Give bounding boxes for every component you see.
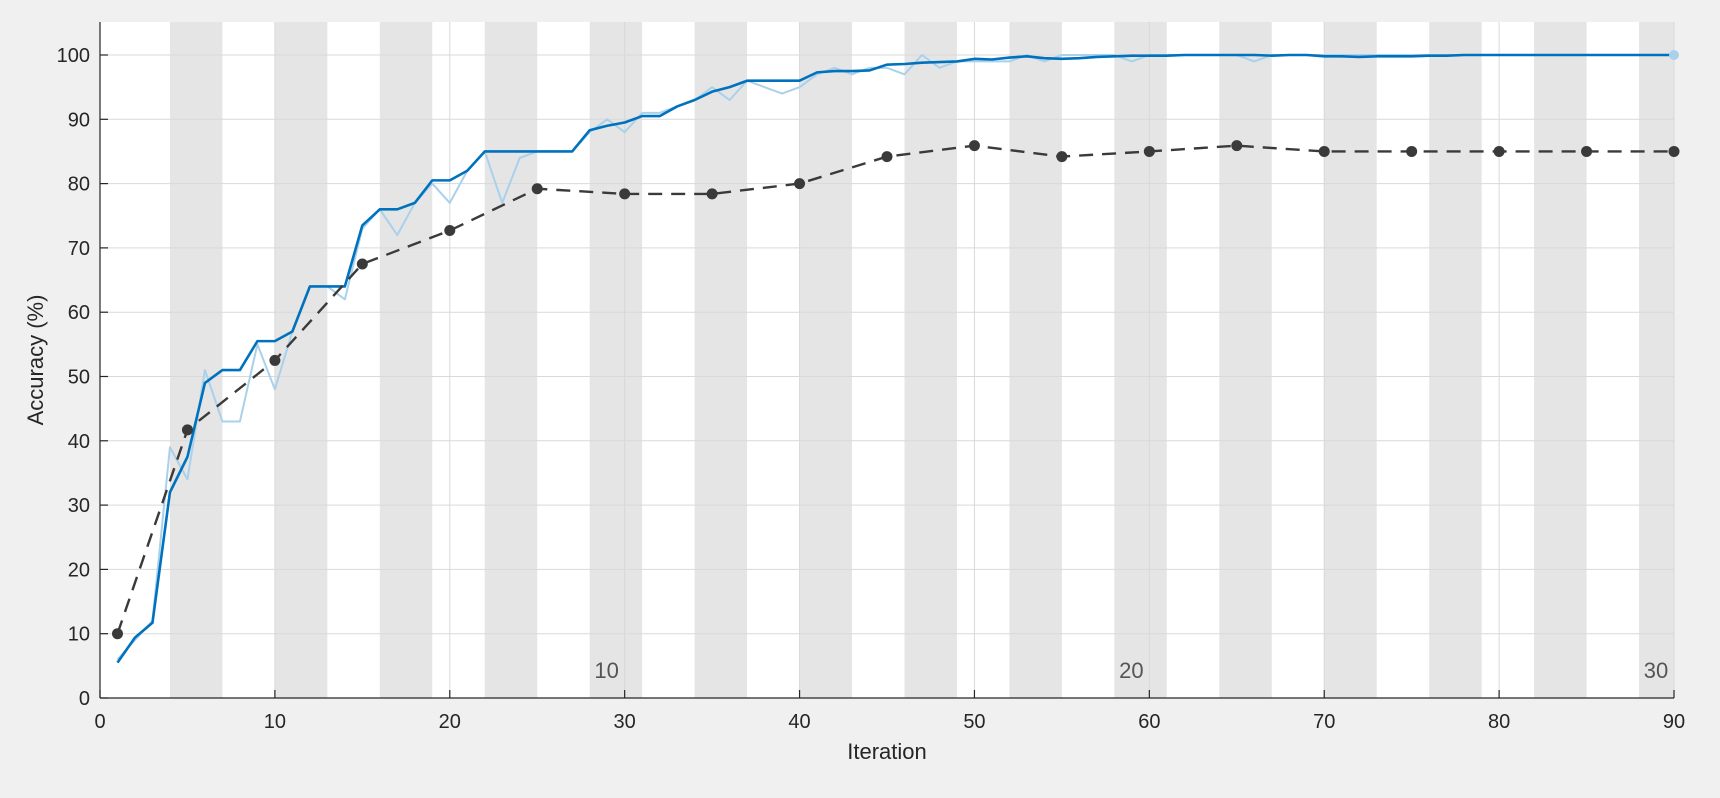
validation-point [111, 628, 123, 640]
epoch-band [1114, 22, 1167, 698]
validation-point [968, 140, 980, 152]
epoch-band [1219, 22, 1272, 698]
y-tick-label: 0 [79, 688, 90, 710]
epoch-band [1009, 22, 1062, 698]
y-tick-label: 50 [68, 367, 90, 389]
y-tick-label: 40 [68, 431, 90, 453]
y-tick-label: 70 [68, 238, 90, 260]
x-tick-label: 40 [788, 711, 810, 733]
validation-point [444, 225, 456, 237]
validation-point [1406, 145, 1418, 157]
epoch-label: 10 [594, 658, 618, 683]
plot-area [100, 22, 1674, 698]
validation-point [1318, 145, 1330, 157]
training-final-point [1669, 50, 1679, 60]
x-tick-label: 60 [1138, 711, 1160, 733]
validation-point [1143, 145, 1155, 157]
x-tick-label: 0 [94, 711, 105, 733]
series-layer [111, 50, 1680, 664]
y-axis-title: Accuracy (%) [23, 295, 48, 426]
validation-point [1493, 145, 1505, 157]
x-axis-title: Iteration [847, 739, 927, 764]
epoch-band [1429, 22, 1482, 698]
y-tick-label: 90 [68, 109, 90, 131]
epoch-label: 30 [1644, 658, 1668, 683]
x-tick-label: 50 [963, 711, 985, 733]
x-tick-label: 90 [1663, 711, 1685, 733]
validation-point [269, 354, 281, 366]
epoch-band [1639, 22, 1674, 698]
epoch-label: 20 [1119, 658, 1143, 683]
epoch-band [1324, 22, 1377, 698]
epoch-labels: 10 20 30 [594, 658, 1668, 683]
training-accuracy-smoothed-line [116, 53, 1674, 664]
y-tick-label: 100 [57, 45, 90, 67]
x-tick-label: 30 [614, 711, 636, 733]
validation-point [181, 424, 193, 436]
y-tick-label: 10 [68, 624, 90, 646]
axes [99, 22, 1675, 699]
x-tick-label: 80 [1488, 711, 1510, 733]
x-tick-labels: 0 10 20 30 40 50 60 70 80 90 [94, 711, 1685, 733]
y-tick-labels: 0 10 20 30 40 50 60 70 80 90 100 [57, 45, 90, 710]
epoch-band [799, 22, 853, 698]
validation-point [619, 188, 631, 200]
epoch-band [694, 22, 748, 698]
validation-point [794, 178, 806, 190]
y-tick-label: 60 [68, 302, 90, 324]
validation-point [356, 258, 368, 270]
validation-point [1581, 145, 1593, 157]
y-tick-label: 80 [68, 174, 90, 196]
epoch-band [904, 22, 957, 698]
x-tick-label: 10 [264, 711, 286, 733]
validation-point [1056, 151, 1068, 163]
x-tick-label: 70 [1313, 711, 1335, 733]
validation-point [706, 188, 718, 200]
epoch-band [169, 22, 223, 698]
epoch-band [379, 22, 433, 698]
validation-point [1231, 140, 1243, 152]
y-tick-label: 20 [68, 559, 90, 581]
validation-point [881, 151, 893, 163]
epoch-bands [169, 22, 1674, 698]
epoch-band [1534, 22, 1587, 698]
validation-point [531, 183, 543, 195]
epoch-band [484, 22, 538, 698]
validation-point [1668, 145, 1680, 157]
x-tick-label: 20 [439, 711, 461, 733]
y-tick-label: 30 [68, 495, 90, 517]
epoch-band [589, 22, 643, 698]
